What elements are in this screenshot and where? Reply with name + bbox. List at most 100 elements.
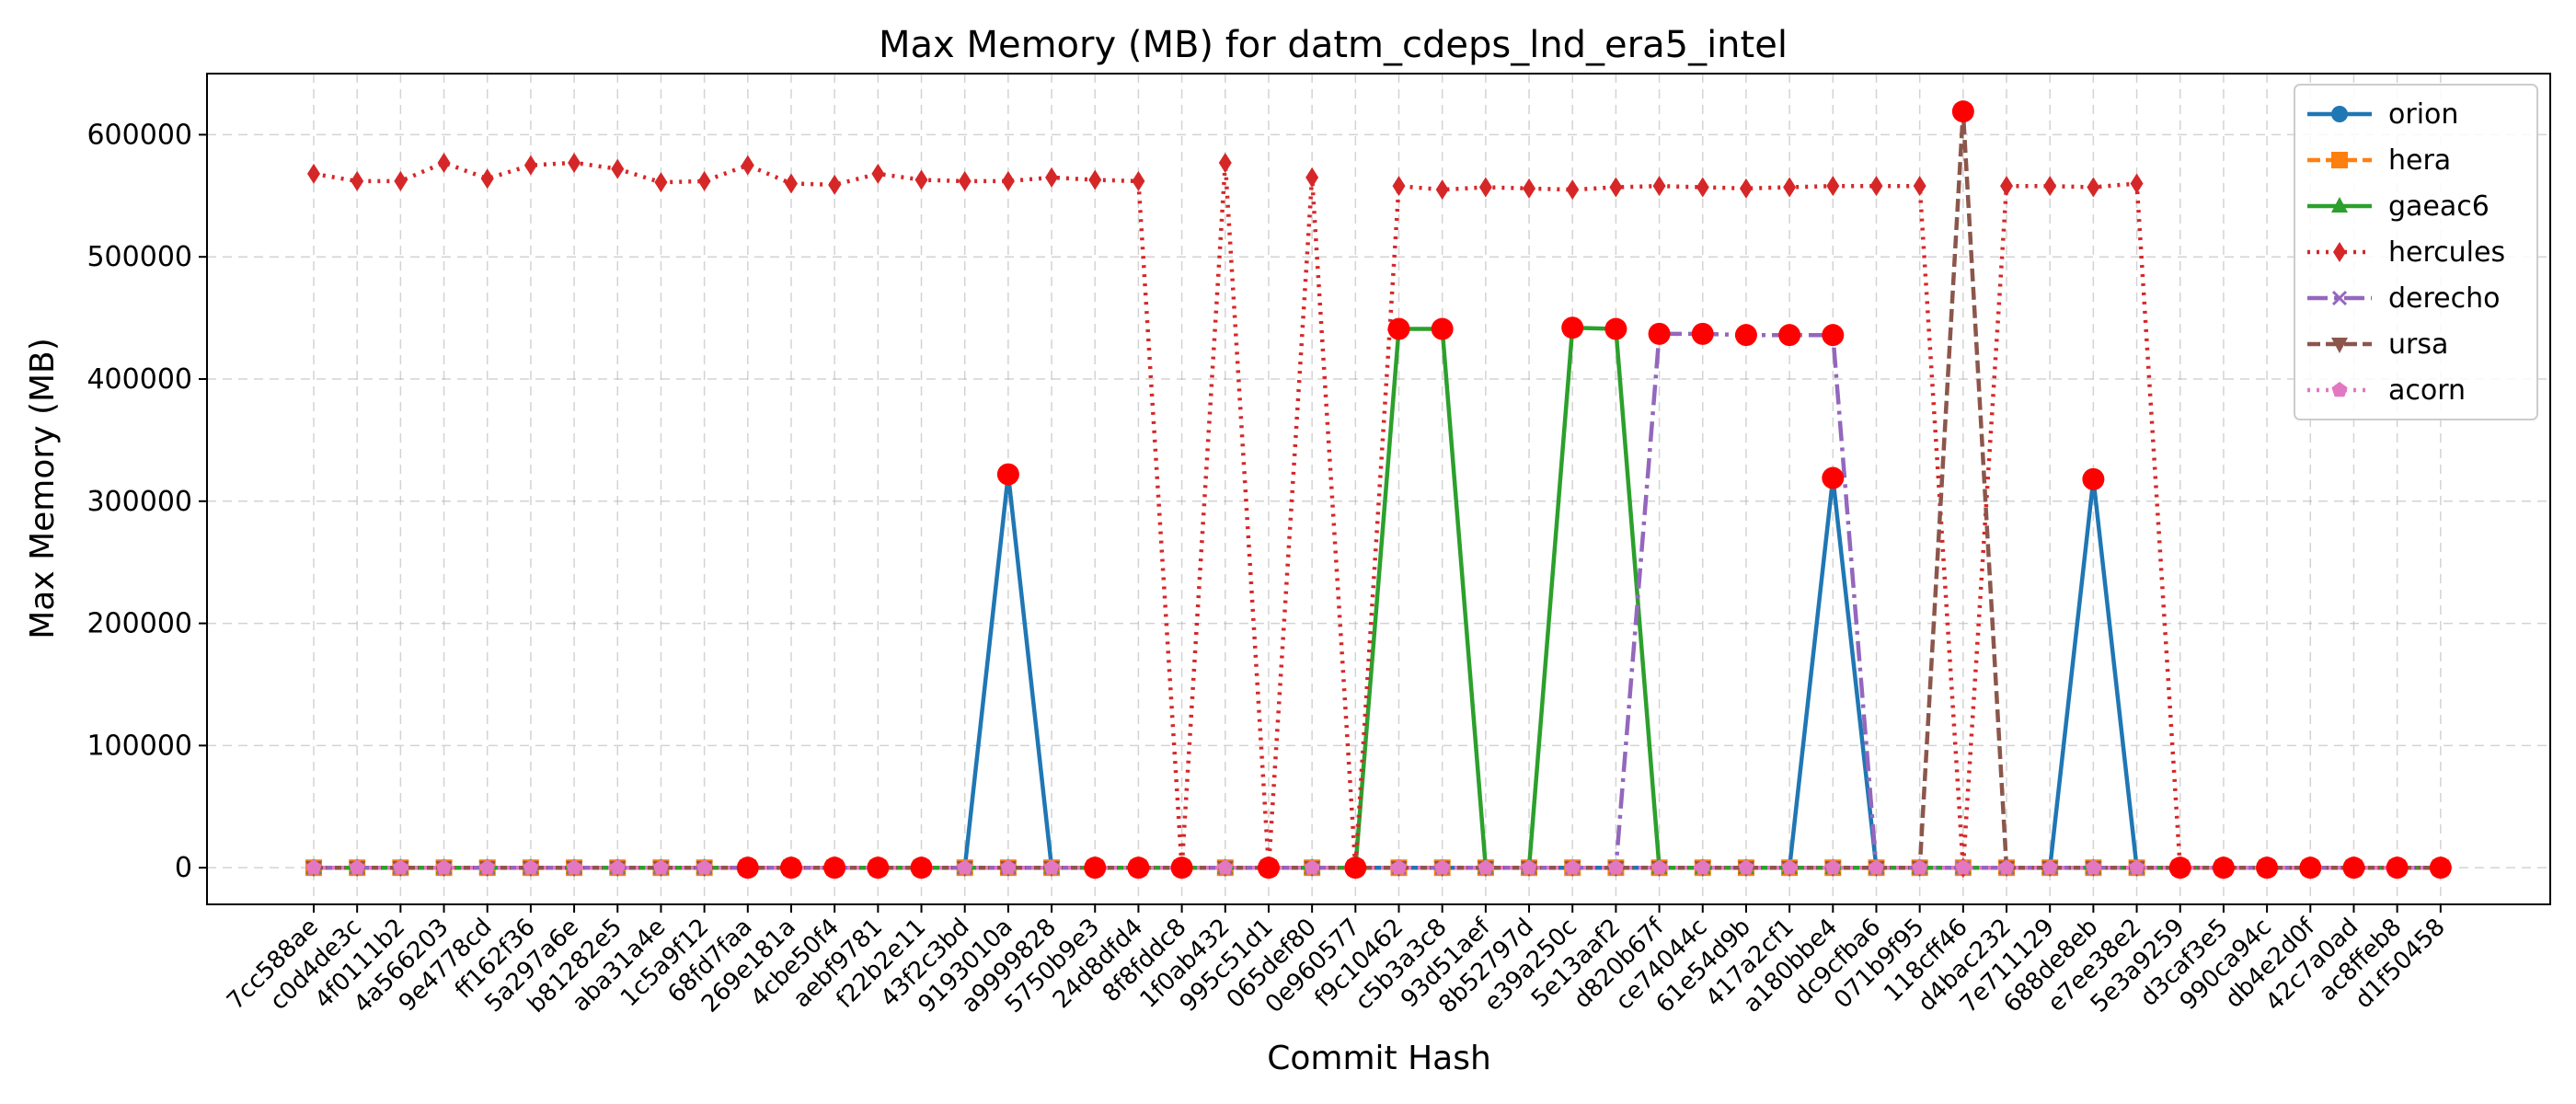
- legend-label: hercules: [2388, 236, 2505, 269]
- data-point-acorn: [1998, 859, 2015, 875]
- y-tick-label: 0: [175, 852, 192, 884]
- y-axis-label: Max Memory (MB): [24, 338, 62, 639]
- data-point-hercules: [437, 152, 451, 173]
- highlight-point: [1127, 857, 1150, 880]
- data-point-acorn: [1607, 859, 1624, 875]
- data-point-hercules: [480, 168, 494, 190]
- data-point-acorn: [1868, 859, 1884, 875]
- y-tick-label: 100000: [86, 730, 192, 762]
- series-line-ursa: [314, 109, 2441, 870]
- data-point-hercules: [1566, 179, 1580, 201]
- highlight-point: [1084, 857, 1107, 880]
- data-point-acorn: [436, 859, 453, 875]
- legend-label: hera: [2388, 144, 2451, 177]
- data-point-acorn: [696, 859, 713, 875]
- data-point-hercules: [1783, 177, 1797, 198]
- highlight-point: [2299, 857, 2322, 880]
- data-point-hercules: [1523, 178, 1536, 199]
- data-point-acorn: [1478, 859, 1494, 875]
- legend-swatch-marker: [2331, 290, 2348, 306]
- highlight-point: [2256, 857, 2279, 880]
- highlight-point: [1691, 322, 1714, 345]
- y-tick-label: 200000: [86, 608, 192, 640]
- data-point-hercules: [697, 170, 711, 191]
- highlight-markers: [736, 100, 2452, 880]
- data-point-acorn: [1217, 859, 1234, 875]
- data-point-acorn: [652, 859, 669, 875]
- data-point-hercules: [1001, 170, 1015, 191]
- y-tick-label: 300000: [86, 486, 192, 518]
- data-point-acorn: [349, 859, 365, 875]
- y-tick-label: 500000: [86, 241, 192, 273]
- x-axis-label: Commit Hash: [1267, 1040, 1491, 1077]
- data-point-hercules: [351, 170, 364, 191]
- data-point-hercules: [2087, 177, 2100, 198]
- data-point-hercules: [1652, 176, 1666, 197]
- data-point-hercules: [1392, 176, 1406, 197]
- data-point-hercules: [828, 174, 842, 195]
- data-point-acorn: [1695, 859, 1711, 875]
- highlight-point: [996, 463, 1019, 486]
- data-point-hercules: [784, 173, 798, 194]
- data-point-acorn: [1043, 859, 1060, 875]
- legend-swatch-marker: [2331, 197, 2348, 213]
- data-point-acorn: [305, 859, 322, 875]
- legend-item-gaeac6: gaeac6: [2307, 190, 2490, 223]
- highlight-point: [1170, 857, 1193, 880]
- data-point-acorn: [1824, 859, 1841, 875]
- data-point-acorn: [2129, 859, 2145, 875]
- data-point-acorn: [2085, 859, 2101, 875]
- legend-swatch-marker: [2331, 106, 2348, 122]
- legend-swatch-marker: [2331, 152, 2348, 168]
- data-point-hercules: [1913, 176, 1926, 197]
- data-point-hercules: [2130, 173, 2144, 194]
- data-point-hercules: [1088, 169, 1102, 190]
- legend-label: gaeac6: [2388, 190, 2490, 223]
- data-point-hercules: [1739, 178, 1753, 199]
- data-point-acorn: [566, 859, 582, 875]
- highlight-point: [2342, 857, 2365, 880]
- data-point-acorn: [1304, 859, 1320, 875]
- data-point-acorn: [1434, 859, 1451, 875]
- data-point-hercules: [1696, 177, 1709, 198]
- legend-label: derecho: [2388, 282, 2501, 315]
- highlight-point: [910, 857, 933, 880]
- data-point-acorn: [2041, 859, 2058, 875]
- highlight-point: [1951, 100, 1974, 123]
- highlight-point: [2386, 857, 2409, 880]
- data-point-hercules: [654, 172, 668, 193]
- highlight-point: [867, 857, 890, 880]
- legend-swatch-marker: [2331, 382, 2348, 397]
- data-point-hercules: [1045, 167, 1059, 188]
- data-point-acorn: [1912, 859, 1928, 875]
- legend-item-derecho: derecho: [2307, 282, 2501, 315]
- legend-item-hercules: hercules: [2307, 236, 2505, 269]
- data-point-acorn: [1000, 859, 1017, 875]
- highlight-point: [736, 857, 759, 880]
- legend: orion hera gaeac6 hercules derecho ursa acorn: [2294, 84, 2538, 420]
- legend-item-orion: orion: [2307, 98, 2458, 131]
- legend-swatch-marker: [2331, 338, 2348, 353]
- highlight-point: [2212, 857, 2235, 880]
- data-point-hercules: [1132, 170, 1145, 191]
- legend-swatch-marker: [2333, 242, 2346, 262]
- data-point-acorn: [479, 859, 496, 875]
- plot-frame: [206, 73, 2551, 905]
- data-point-hercules: [1869, 176, 1883, 197]
- highlight-point: [1431, 317, 1454, 340]
- data-point-acorn: [523, 859, 539, 875]
- data-point-hercules: [1826, 176, 1840, 197]
- legend-item-acorn: acorn: [2307, 374, 2466, 407]
- chart-title: Max Memory (MB) for datm_cdeps_lnd_era5_…: [879, 24, 1788, 66]
- highlight-point: [2429, 857, 2452, 880]
- highlight-point: [823, 857, 846, 880]
- data-point-hercules: [1435, 179, 1449, 201]
- highlight-point: [1734, 324, 1757, 347]
- data-point-hercules: [1478, 177, 1492, 198]
- highlight-point: [1561, 316, 1584, 339]
- highlight-point: [1822, 324, 1845, 347]
- legend-item-hera: hera: [2307, 144, 2451, 177]
- data-point-acorn: [392, 859, 408, 875]
